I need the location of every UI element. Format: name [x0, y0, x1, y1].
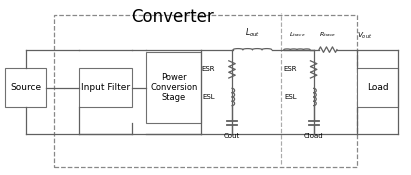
Bar	[5, 68, 46, 107]
Text: ESL: ESL	[202, 94, 215, 100]
Text: $R_{trace}$: $R_{trace}$	[319, 30, 337, 39]
Text: Converter: Converter	[132, 8, 214, 26]
Text: Cload: Cload	[304, 133, 323, 139]
Bar	[79, 68, 132, 107]
Text: ESR: ESR	[283, 66, 296, 72]
Text: Load: Load	[367, 83, 388, 92]
Bar	[357, 68, 398, 107]
Text: $L_{trace}$: $L_{trace}$	[289, 30, 305, 39]
Text: ESR: ESR	[201, 66, 215, 72]
Text: ESL: ESL	[284, 94, 296, 100]
Bar	[146, 52, 201, 123]
Text: Input Filter: Input Filter	[81, 83, 130, 92]
Bar	[55, 15, 356, 167]
Text: $V_{out}$: $V_{out}$	[357, 31, 373, 41]
Text: Cout: Cout	[224, 133, 240, 139]
Text: $L_{out}$: $L_{out}$	[245, 27, 260, 39]
Text: Power
Conversion
Stage: Power Conversion Stage	[150, 73, 198, 102]
Text: Source: Source	[10, 83, 42, 92]
